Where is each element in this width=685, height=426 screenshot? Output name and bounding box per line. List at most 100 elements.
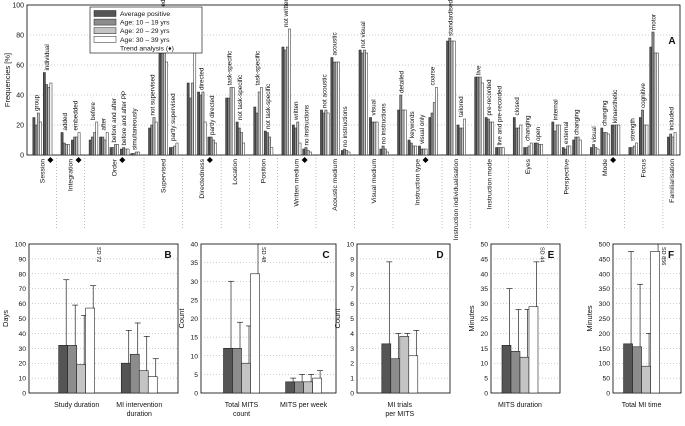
bar-study-duration-s2 <box>76 364 86 394</box>
category-label: count <box>233 411 250 418</box>
bar-position-task-specific-s3 <box>260 87 263 156</box>
bar-mits-duration-s1 <box>510 350 521 394</box>
y-tick-label: 60 <box>18 301 26 308</box>
y-axis-label: Frequencies [%] <box>3 53 12 107</box>
bar-supervised-not-supervised-s3 <box>154 121 158 156</box>
y-tick-label: 25 <box>480 316 488 323</box>
category-label: open <box>535 126 542 141</box>
legend-entry: Age: 20 – 29 yrs <box>120 28 170 35</box>
category-label: pre-recorded <box>486 79 493 116</box>
category-label: live and pre-recorded <box>496 85 503 145</box>
bar-mi-trials-per-mits-s0 <box>381 343 392 394</box>
bar-order-before-and-after-pp-s2 <box>124 148 128 156</box>
sd-annotation: SD 44 <box>538 247 544 262</box>
y-tick-label: 8 <box>350 271 354 278</box>
category-label: before and after <box>111 98 118 142</box>
legend-entry: Trend analysis (♦) <box>120 45 174 52</box>
y-tick-label: 3 <box>350 346 354 353</box>
bar-directedness-non-directed-s1 <box>188 97 192 156</box>
category-label: visual only <box>419 114 426 144</box>
bar-integration-added-s1 <box>62 142 66 156</box>
bar-familiarisation-included-s2 <box>671 136 675 156</box>
bar-instruction-type-detailed-s1 <box>399 94 403 156</box>
bar-instruction-individualisation-standardised-s3 <box>452 40 456 156</box>
bar-instruction-type-detailed-s0 <box>397 109 400 156</box>
group-label-mode: Mode <box>602 159 609 176</box>
category-label: simultaneously <box>132 107 139 150</box>
group-label-focus: Focus <box>641 158 648 177</box>
bar-directedness-directed-s2 <box>201 91 205 156</box>
panel-letter: E <box>548 250 555 261</box>
bar-directedness-directed-s1 <box>199 94 203 156</box>
y-tick-label: 40 <box>18 331 26 338</box>
bar-focus-motor-s3 <box>656 52 659 156</box>
bar-mits-per-week-s2 <box>303 381 313 394</box>
bar-directedness-directed-s3 <box>203 121 207 156</box>
bar-perspective-changing-s2 <box>576 136 580 156</box>
y-tick-label: 200 <box>599 331 611 338</box>
y-axis-label: Minutes <box>585 305 594 332</box>
bar-eyes-closed-s2 <box>517 127 521 156</box>
trend-diamond-marker <box>206 157 213 163</box>
bar-total-mi-time-s1 <box>632 346 642 394</box>
bar-perspective-changing-s0 <box>572 139 576 156</box>
bar-order-before-and-after-s2 <box>114 144 117 156</box>
category-label: cognitive <box>640 83 647 108</box>
bar-written-medium-not-written-s1 <box>283 49 287 156</box>
bar-directedness-non-directed-s2 <box>191 82 194 156</box>
bar-location-not-task-specific-s3 <box>242 142 246 156</box>
y-tick-label: 15 <box>480 346 488 353</box>
y-tick-label: 500 <box>599 242 611 249</box>
bar-eyes-changing-s0 <box>523 147 527 156</box>
y-tick-label: 0 <box>22 391 26 398</box>
bar-order-simultaneously-s2 <box>134 151 138 156</box>
bar-study-duration-s1 <box>67 345 77 394</box>
bar-instruction-mode-live-and-pre-recorded-s1 <box>497 147 501 156</box>
bar-focus-strength-s0 <box>628 147 632 156</box>
bar-written-medium-written-s1 <box>294 127 297 156</box>
bar-perspective-external-s2 <box>566 145 569 156</box>
bar-visual-medium-no-instructions-s1 <box>381 145 385 156</box>
bar-instruction-type-visual-only-s1 <box>420 148 423 156</box>
bar-location-not-task-specific-s2 <box>240 132 243 156</box>
bar-integration-added-s3 <box>67 144 70 156</box>
bar-supervised-not-supervised-s2 <box>152 117 156 156</box>
category-label: partly directed <box>209 95 216 135</box>
category-label: internal <box>553 99 560 120</box>
group-label-position: Position <box>260 159 267 183</box>
y-tick-label: 5 <box>194 372 198 379</box>
bar-instruction-type-detailed-s3 <box>403 109 407 156</box>
bar-mode-visual-s2 <box>594 147 598 156</box>
bar-instruction-mode-live-and-pre-recorded-s3 <box>501 147 505 156</box>
bar-eyes-closed-s0 <box>512 117 516 156</box>
bar-instruction-type-keywords-s2 <box>412 145 415 156</box>
y-tick-label: 100 <box>599 361 611 368</box>
bar-written-medium-no-instructions-s3 <box>309 151 312 156</box>
y-tick-label: 30 <box>18 346 26 353</box>
category-label: changing <box>573 109 580 135</box>
y-tick-label: 10 <box>190 353 198 360</box>
bar-acoustic-medium-acoustic-s0 <box>330 57 334 156</box>
bar-acoustic-medium-not-acoustic-s1 <box>322 112 326 156</box>
bar-session-group-s2 <box>36 112 40 156</box>
bar-integration-added-s2 <box>65 144 68 156</box>
bar-instruction-type-detailed-s2 <box>401 109 405 156</box>
group-label-supervised: Supervised <box>160 159 167 193</box>
bar-instruction-mode-live-s3 <box>480 82 484 156</box>
bar-position-not-task-specific-s3 <box>270 147 274 156</box>
legend-swatch <box>93 18 117 26</box>
y-tick-label: 100 <box>12 3 24 10</box>
bar-visual-medium-not-visual-s3 <box>365 52 368 156</box>
bar-focus-cognitive-s1 <box>641 109 644 156</box>
panel-d-trials-chart: 0 1 2 3 4 5 6 7 8 9 10 Count D MI trials per MITS <box>333 242 451 418</box>
category-label: visual <box>591 126 598 142</box>
category-label: embedded <box>72 100 79 130</box>
bar-visual-medium-visual-s1 <box>371 121 375 156</box>
y-tick-label: 0 <box>20 153 24 160</box>
bar-visual-medium-visual-s0 <box>369 117 372 156</box>
bar-focus-strength-s1 <box>630 147 634 156</box>
bar-eyes-open-s2 <box>538 144 541 156</box>
bar-mi-intervention-duration-s0 <box>120 362 131 394</box>
y-tick-label: 0 <box>350 391 354 398</box>
bar-instruction-mode-pre-recorded-s2 <box>489 121 492 156</box>
